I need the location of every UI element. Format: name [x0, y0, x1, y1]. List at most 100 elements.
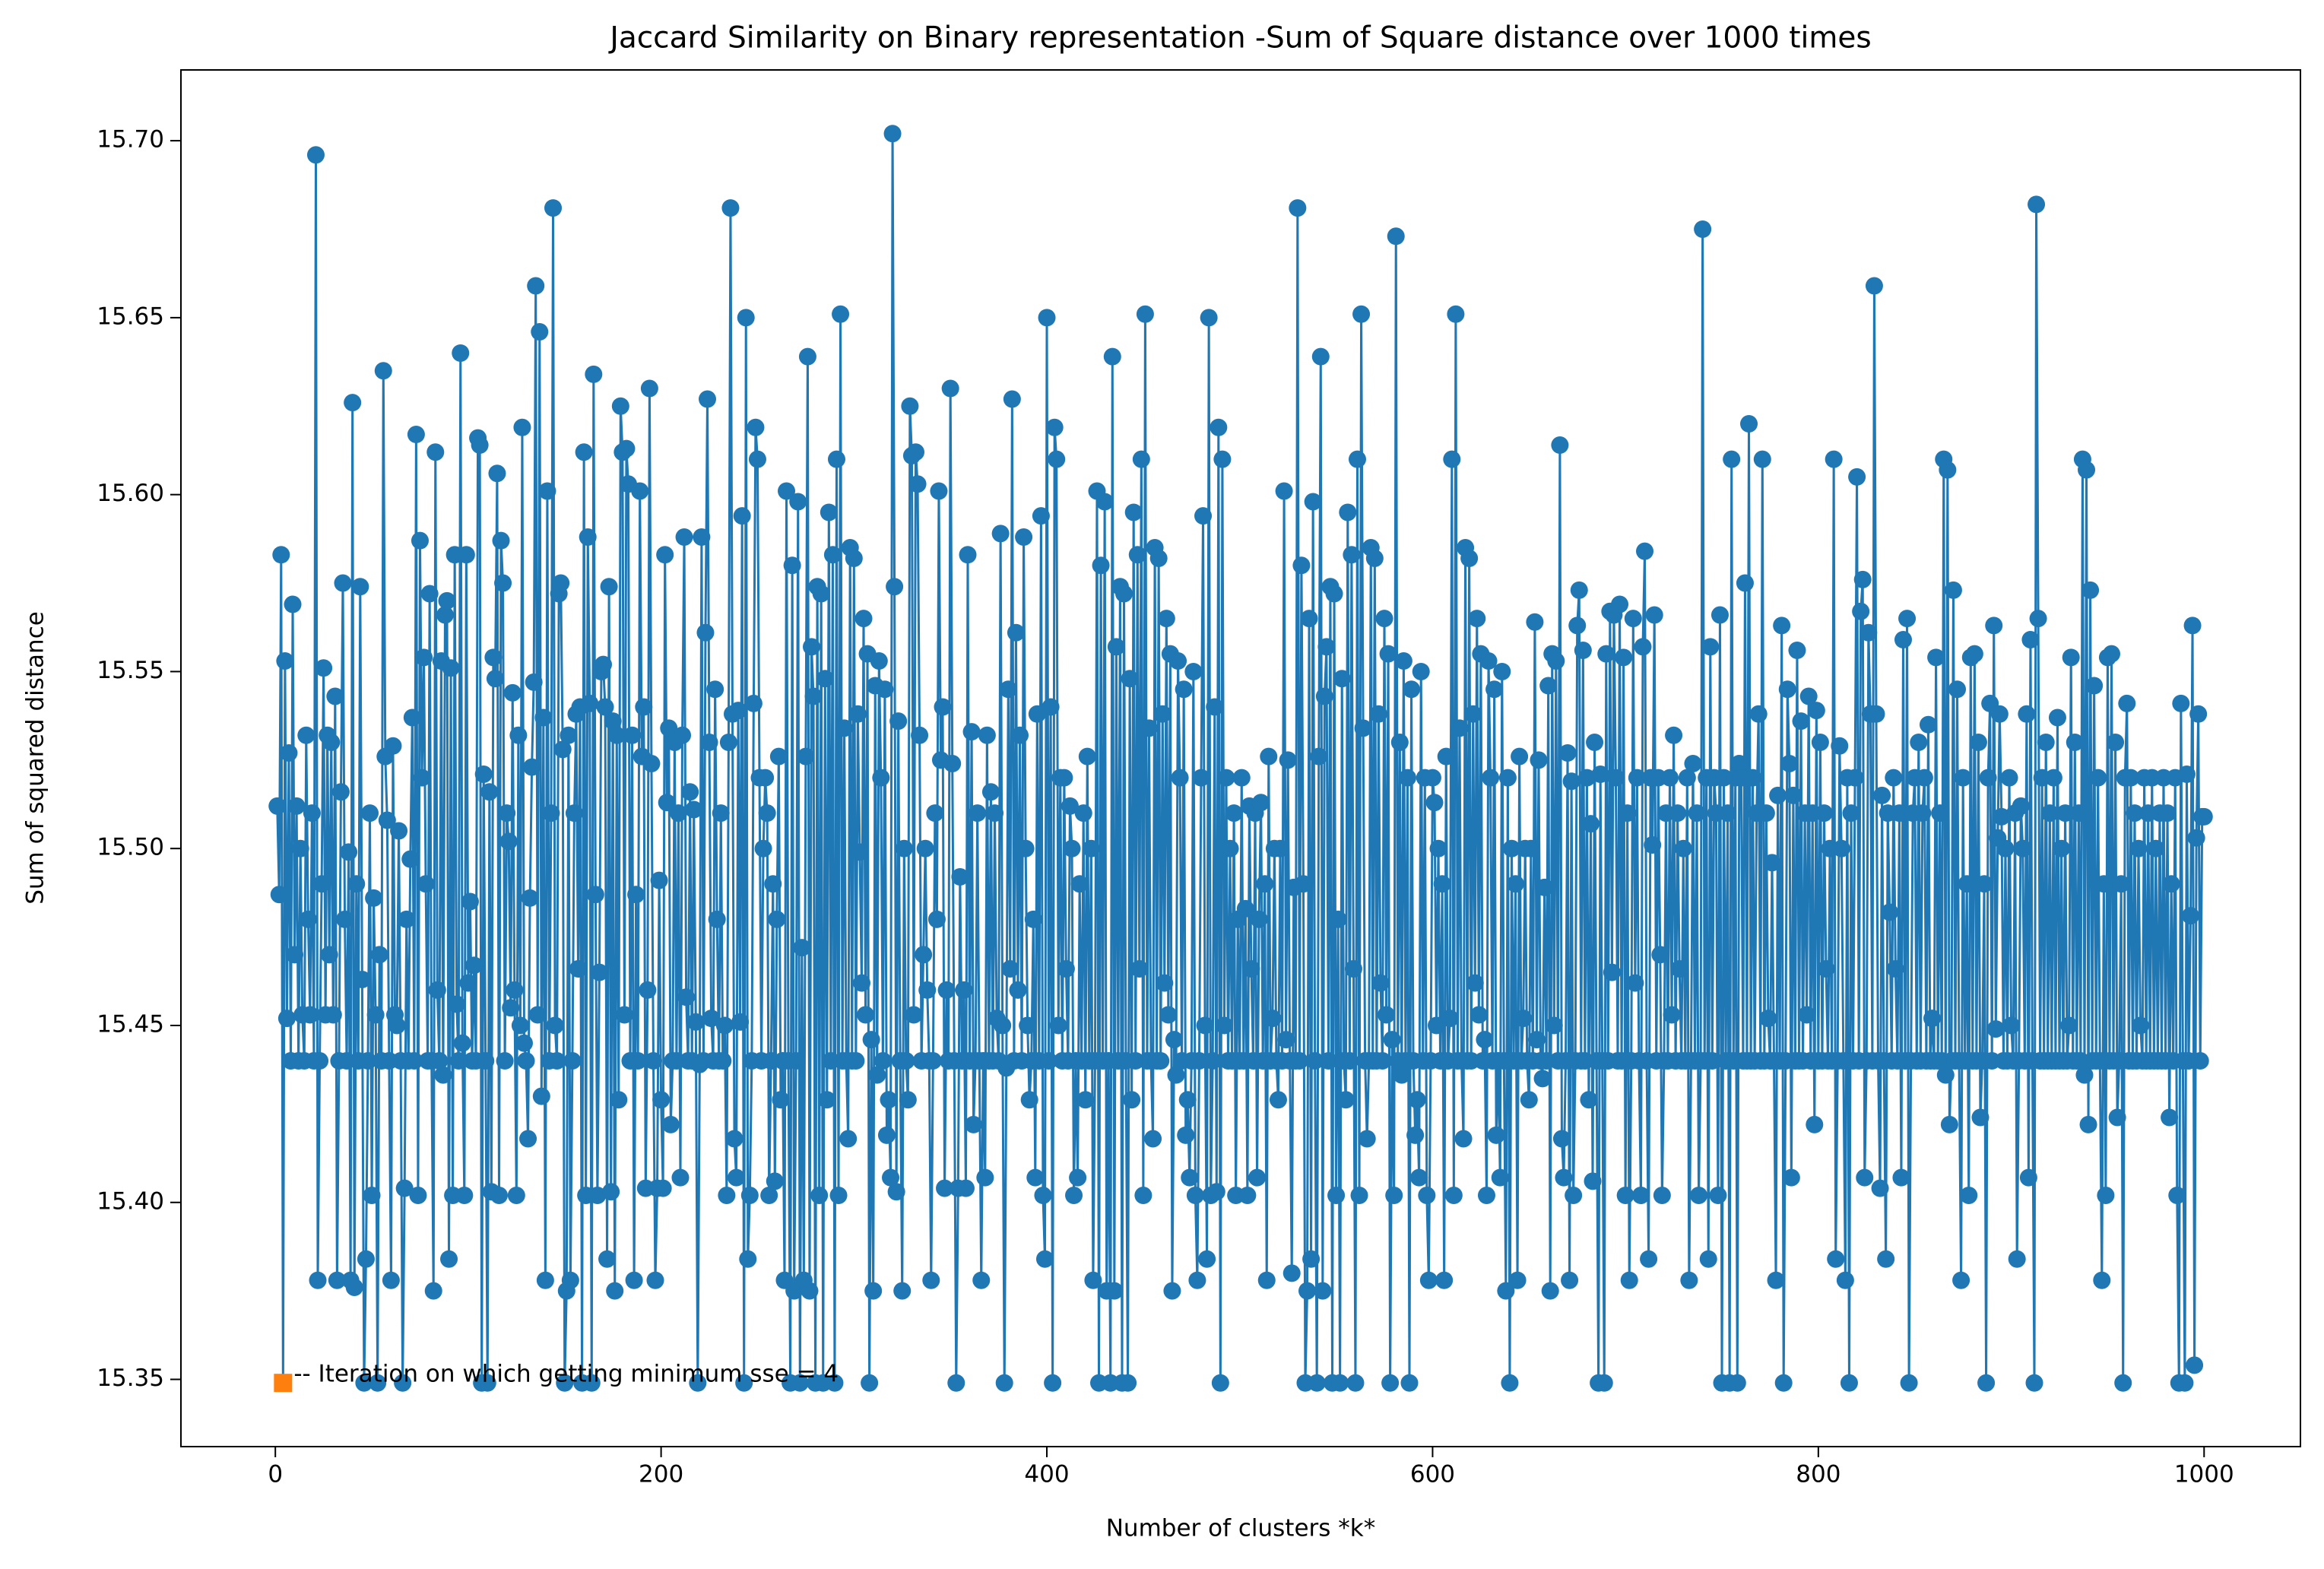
data-point [2168, 1186, 2186, 1204]
data-point [457, 546, 475, 564]
data-point [1749, 705, 1768, 723]
data-point [1827, 1250, 1845, 1268]
data-point [1277, 1031, 1295, 1049]
data-point [756, 769, 775, 787]
data-point [452, 344, 470, 362]
data-point [1207, 1183, 1225, 1201]
data-point [534, 708, 553, 727]
data-point [2008, 1250, 2026, 1268]
data-point [2037, 734, 2055, 752]
y-tick-label: 15.60 [97, 480, 164, 507]
data-point [477, 1052, 495, 1070]
data-point [1661, 769, 1679, 787]
data-point [652, 1091, 671, 1109]
x-tick-label: 400 [1024, 1461, 1069, 1488]
data-point [1881, 903, 1899, 921]
data-point [1568, 617, 1587, 635]
data-point [532, 1087, 550, 1105]
data-point [569, 960, 588, 978]
data-point [398, 910, 416, 928]
data-point [2053, 839, 2071, 857]
data-point [1645, 606, 1663, 624]
data-point [453, 1034, 471, 1052]
data-point [936, 1179, 954, 1197]
data-point [873, 1052, 892, 1070]
data-point [1767, 1271, 1785, 1289]
data-point [1619, 804, 1637, 823]
data-point [1678, 769, 1696, 787]
data-point [793, 939, 811, 957]
data-point [1541, 1282, 1559, 1300]
data-point [2108, 1108, 2126, 1127]
data-point [442, 659, 460, 677]
data-point [1616, 1186, 1634, 1204]
data-point [531, 323, 549, 341]
data-point [2048, 708, 2066, 727]
data-point [1206, 698, 1224, 716]
data-point [480, 783, 499, 801]
data-point [1451, 719, 1469, 737]
data-point [1406, 1126, 1425, 1144]
data-point [1178, 1091, 1197, 1109]
data-point [390, 822, 408, 840]
data-point [536, 1271, 554, 1289]
data-point [827, 450, 845, 468]
data-point [1167, 1066, 1185, 1084]
data-point [812, 585, 830, 603]
data-point [1315, 687, 1333, 705]
data-point [496, 1052, 514, 1070]
data-point [548, 1052, 566, 1070]
data-point [1163, 1282, 1181, 1300]
data-point [908, 475, 927, 493]
data-point [565, 804, 583, 823]
data-point [797, 747, 815, 765]
data-point [1470, 1006, 1488, 1024]
data-point [1919, 715, 1937, 734]
data-point [2019, 1168, 2037, 1187]
data-point [1562, 772, 1581, 791]
data-point [810, 1186, 829, 1204]
data-point [502, 999, 520, 1017]
data-point [1034, 1186, 1052, 1204]
data-point [719, 734, 737, 752]
data-point [1485, 680, 1504, 699]
data-point [1477, 1186, 1495, 1204]
data-point [1628, 769, 1646, 787]
data-point [1385, 1186, 1403, 1204]
y-tick-label: 15.55 [97, 657, 164, 684]
x-tick-label: 0 [268, 1461, 283, 1488]
data-point [1536, 878, 1554, 896]
data-point [459, 974, 477, 992]
data-point [2079, 1115, 2097, 1133]
data-point [511, 1016, 529, 1035]
data-point [2060, 1016, 2078, 1035]
data-point [1435, 1271, 1454, 1289]
data-point [798, 347, 816, 366]
data-point [484, 648, 503, 667]
data-point [857, 1006, 875, 1024]
data-point [1996, 839, 2015, 857]
data-point [1856, 1168, 1874, 1187]
data-point [1038, 309, 1056, 327]
data-point [802, 638, 820, 656]
data-point [675, 528, 693, 547]
data-point [905, 1006, 923, 1024]
data-point [488, 464, 506, 483]
data-point [1061, 797, 1079, 815]
data-point [1644, 836, 1662, 854]
data-point [671, 1168, 690, 1187]
data-point [1703, 1052, 1721, 1070]
data-point [1217, 769, 1235, 787]
data-point [2182, 907, 2200, 925]
data-point [328, 1271, 346, 1289]
data-point [1552, 1130, 1571, 1148]
data-point [693, 528, 711, 547]
data-point [359, 1052, 377, 1070]
data-point [1250, 910, 1268, 928]
data-point [2129, 839, 2148, 857]
data-point [1156, 974, 1174, 992]
data-point [523, 758, 541, 776]
data-point [1811, 734, 1829, 752]
data-point [428, 981, 446, 999]
data-point [382, 1271, 400, 1289]
